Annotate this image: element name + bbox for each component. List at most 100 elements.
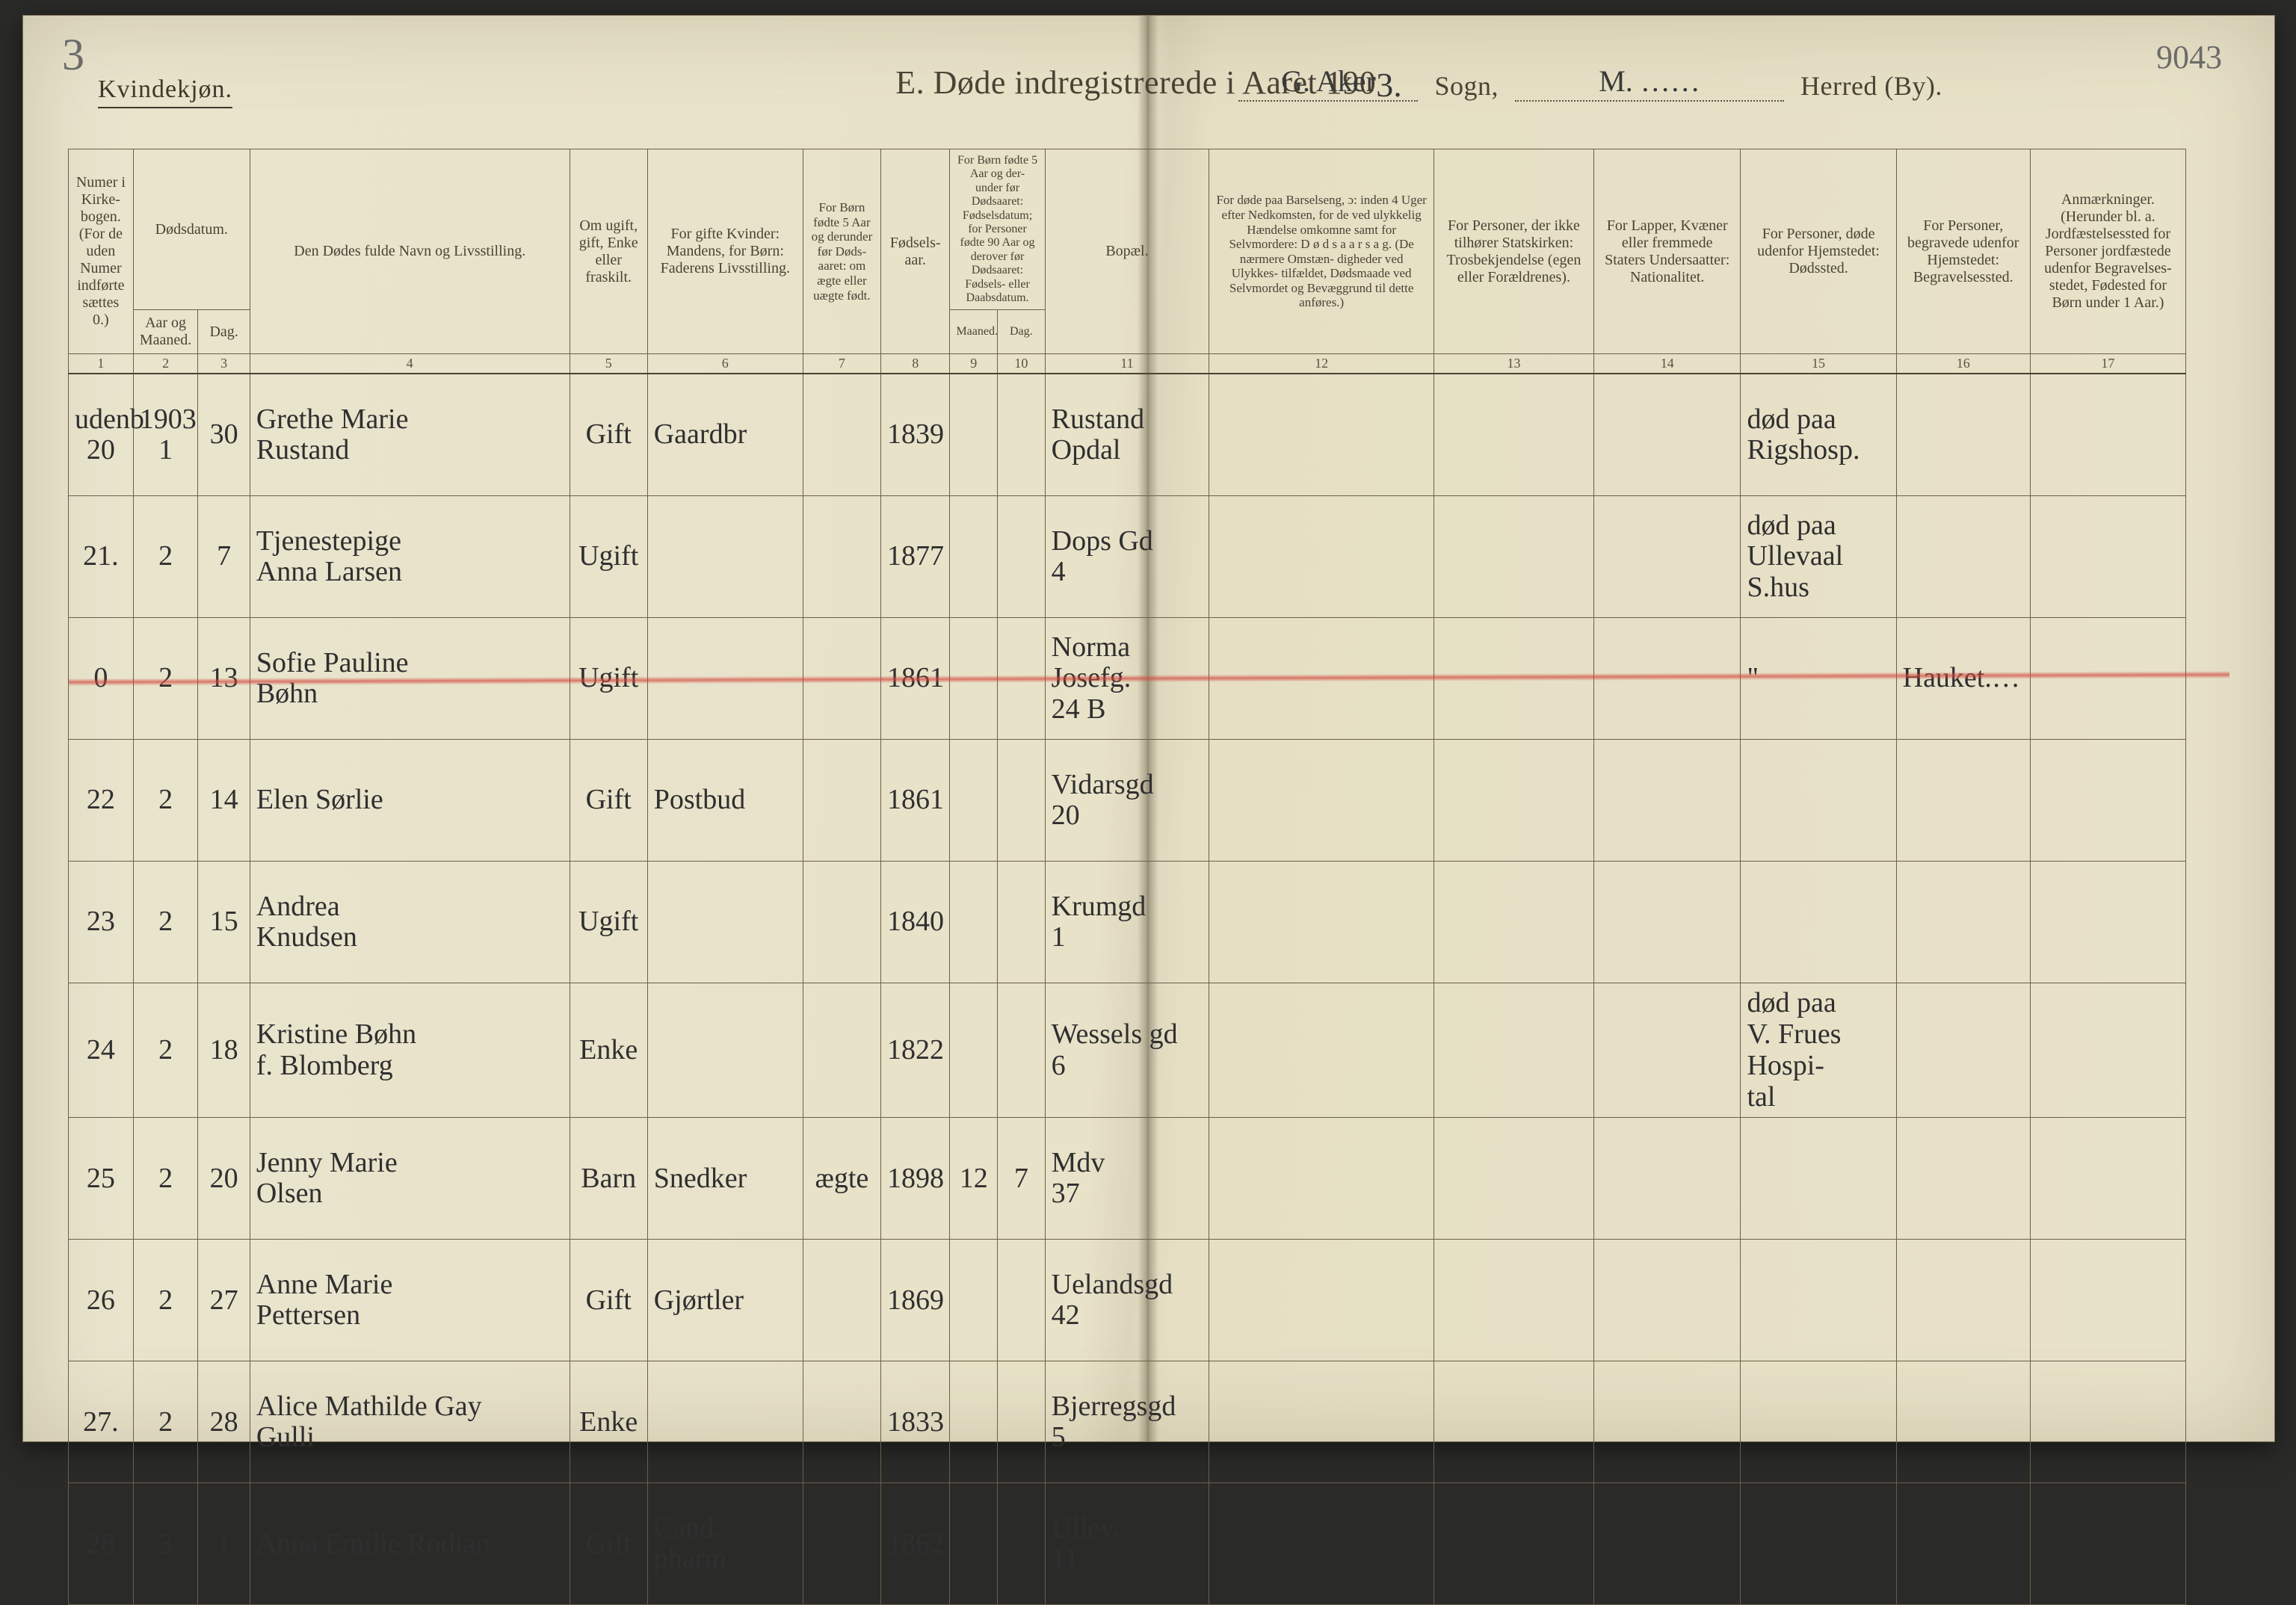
colnum: 10 [998,354,1046,374]
cell-text: Krumgd 1 [1052,891,1203,954]
table-row: 26227Anne Marie PettersenGiftGjørtler186… [69,1240,2229,1361]
cell-text: 1861 [887,663,944,694]
cell-c8: 1833 [880,1361,950,1483]
cell-c14 [1593,740,1741,862]
cell-c5: Gift [570,1240,647,1361]
cell-c8: 1877 [880,496,950,618]
colnum: 6 [647,354,803,374]
col-14-head: For Lapper, Kvæner eller fremmede Stater… [1593,149,1741,354]
cell-c1: 23 [69,862,134,983]
cell-c4: Grethe Marie Rustand [250,374,570,496]
cell-c6 [647,496,803,618]
cell-c12 [1209,983,1434,1118]
cell-c16 [1896,374,2030,496]
cell-c13 [1434,1118,1593,1240]
col-9-head: Maaned. [950,310,998,354]
colnum: 11 [1045,354,1209,374]
cell-c14 [1593,1361,1741,1483]
colnum: 7 [803,354,880,374]
cell-text: Jenny Marie Olsen [256,1148,564,1210]
cell-text: Rustand Opdal [1052,404,1203,467]
cell-c13 [1434,1240,1593,1361]
col-2a-head: Aar og Maaned. [133,310,198,354]
cell-c4: Andrea Knudsen [250,862,570,983]
cell-c12 [1209,1240,1434,1361]
col-2-head-top: Dødsdatum. [133,149,250,310]
cell-c4: Tjenestepige Anna Larsen [250,496,570,618]
cell-c15 [1741,1483,1896,1605]
herred-label: Herred (By). [1800,70,1942,102]
cell-c8: 1861 [880,740,950,862]
cell-c11: Krumgd 1 [1045,862,1209,983]
cell-c1: 27. [69,1361,134,1483]
cell-text: Gift [576,419,641,451]
cell-c11: Mdv 37 [1045,1118,1209,1240]
cell-c10: 7 [998,1118,1046,1240]
cell-c11: Rustand Opdal [1045,374,1209,496]
col-13-text: For Personer, der ikke tilhører Statskir… [1440,217,1587,286]
col-1-text: Numer i Kirke- bogen. (For de uden Numer… [75,174,127,329]
cell-c2: 2 [133,740,198,862]
herred-handwritten: M. …… [1515,64,1784,102]
cell-c3: 14 [198,740,250,862]
cell-text: 14 [204,785,243,816]
cell-text: 2 [140,1285,192,1317]
cell-text: Anne Marie Pettersen [256,1270,564,1332]
cell-c9 [950,983,998,1118]
col-9-10-head-top: For Børn fødte 5 Aar og der- under før D… [950,149,1045,310]
cell-c17 [2030,1240,2185,1361]
cell-c9 [950,1240,998,1361]
cell-text: 28 [75,1529,127,1560]
colnum: 3 [198,354,250,374]
colnum: 8 [880,354,950,374]
cell-c12 [1209,1361,1434,1483]
cell-text: 26 [75,1285,127,1317]
cell-c9 [950,862,998,983]
col-8-head: Fødsels- aar. [880,149,950,354]
cell-text: død paa Ullevaal S.hus [1747,510,1889,604]
cell-c9 [950,1361,998,1483]
col-15-head: For Personer, døde udenfor Hjemstedet: D… [1741,149,1896,354]
col-9-10-text: For Børn fødte 5 Aar og der- under før D… [956,154,1038,305]
cell-c11: Wessels gd 6 [1045,983,1209,1118]
col-9-text: Maaned. [956,325,991,338]
cell-c10 [998,862,1046,983]
cell-text: 2 [140,906,192,938]
cell-text: Alice Mathilde Gay Gulli [256,1391,564,1454]
cell-c7 [803,1240,880,1361]
cell-c1: 0 [69,618,134,740]
cell-text: 12 [956,1163,991,1195]
col-12-head: For døde paa Barselseng, ɔ: inden 4 Uger… [1209,149,1434,354]
cell-c7 [803,1483,880,1605]
cell-c10 [998,496,1046,618]
table-body: udenb 201903 130Grethe Marie RustandGift… [69,374,2229,1605]
cell-c13 [1434,740,1593,862]
cell-text: 27. [75,1407,127,1438]
cell-text: 1877 [887,541,944,572]
cell-c8: 1898 [880,1118,950,1240]
cell-c5: Ugift [570,618,647,740]
cell-c2: 1903 1 [133,374,198,496]
cell-c10 [998,740,1046,862]
cell-c16 [1896,740,2030,862]
col-16-text: For Personer, begravede udenfor Hjemsted… [1903,217,2024,286]
cell-text: 2 [140,1407,192,1438]
cell-c6: Cand. pharm [647,1483,803,1605]
cell-c14 [1593,1483,1741,1605]
cell-text: 1862 [887,1529,944,1560]
cell-c13 [1434,983,1593,1118]
cell-text: Vidarsgd 20 [1052,770,1203,832]
cell-text: udenb 20 [75,404,127,467]
cell-c8: 1862 [880,1483,950,1605]
cell-c13 [1434,374,1593,496]
cell-text: Andrea Knudsen [256,891,564,954]
cell-text: Ullev. 11 [1052,1513,1203,1576]
cell-c6: Postbud [647,740,803,862]
column-number-row: 1 2 3 4 5 6 7 8 9 10 11 12 13 14 15 16 1 [69,354,2229,374]
cell-c15: død paa Ullevaal S.hus [1741,496,1896,618]
cell-c15: død paa Rigshosp. [1741,374,1896,496]
cell-c17 [2030,618,2185,740]
cell-text: " [1747,663,1889,694]
col-11-head: Bopæl. [1045,149,1209,354]
cell-text: Grethe Marie Rustand [256,404,564,467]
